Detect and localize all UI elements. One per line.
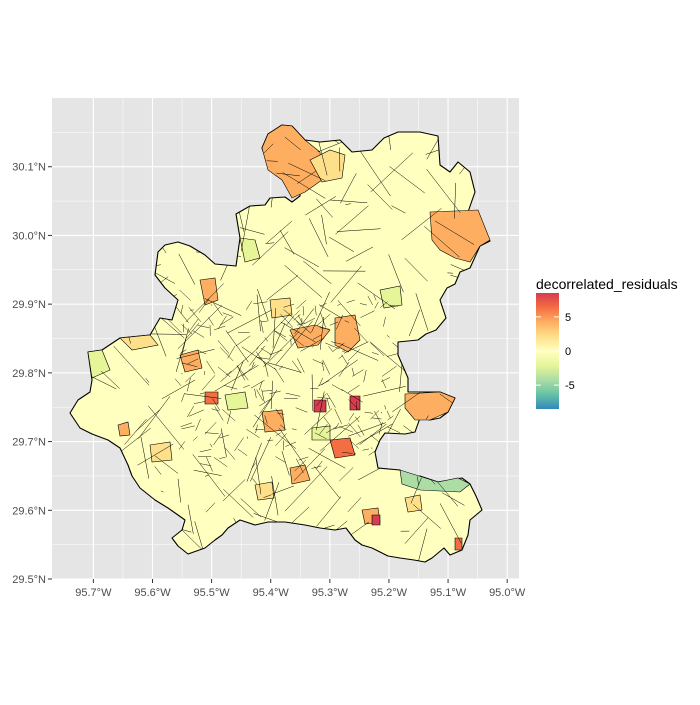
tract-polygon — [262, 410, 285, 432]
tract-polygon — [380, 286, 402, 308]
y-tick-label: 29.8°N — [12, 368, 46, 380]
tract-polygon — [225, 392, 248, 410]
y-tick-label: 29.9°N — [12, 299, 46, 311]
legend-tick-label: -5 — [565, 380, 575, 392]
y-tick-label: 30.1°N — [12, 162, 46, 174]
x-tick-label: 95.7°W — [75, 587, 112, 599]
legend-title: decorrelated_residuals — [536, 276, 678, 292]
legend-tick-label: 0 — [565, 346, 571, 358]
y-tick-label: 29.6°N — [12, 505, 46, 517]
y-axis: 29.5°N 29.6°N 29.7°N 29.8°N 29.9°N 30.0°N 30.1… — [12, 162, 52, 586]
x-tick-label: 95.5°W — [194, 587, 231, 599]
x-tick-label: 95.3°W — [312, 587, 349, 599]
x-tick-label: 95.2°W — [371, 587, 408, 599]
y-tick-label: 29.7°N — [12, 437, 46, 449]
legend-tick-label: 5 — [565, 312, 571, 324]
y-tick-label: 29.5°N — [12, 574, 46, 586]
tract-polygon — [312, 426, 330, 440]
x-tick-label: 95.4°W — [253, 587, 290, 599]
x-axis: 95.7°W 95.6°W 95.5°W 95.4°W 95.3°W 95.2°W 95.1… — [75, 579, 526, 599]
tract-polygon — [314, 400, 326, 412]
legend: decorrelated_residuals 5 0 -5 — [536, 276, 678, 409]
tract-polygon — [455, 538, 462, 550]
x-tick-label: 95.6°W — [134, 587, 171, 599]
tract-polygon — [150, 442, 172, 462]
tract-polygon — [350, 396, 360, 410]
y-tick-label: 30.0°N — [12, 230, 46, 242]
x-tick-label: 95.1°W — [430, 587, 467, 599]
tract-polygon — [372, 515, 380, 525]
x-tick-label: 95.0°W — [489, 587, 526, 599]
